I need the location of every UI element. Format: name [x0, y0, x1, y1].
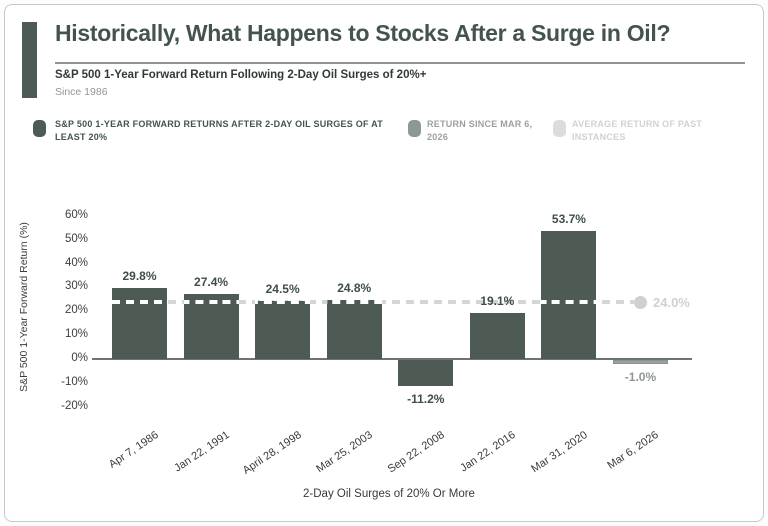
average-line-bar-overlay [541, 299, 597, 304]
chart-subtitle: S&P 500 1-Year Forward Return Following … [55, 69, 427, 81]
y-tick-label: 20% [64, 304, 88, 317]
y-tick-label: 0% [71, 352, 88, 364]
average-line-bar-overlay [183, 299, 239, 304]
bar-value-label: 53.7% [551, 211, 586, 226]
average-value-label: 24.0% [653, 295, 690, 310]
y-tick-label: 30% [64, 280, 88, 293]
bar [541, 230, 597, 359]
chart-card: Historically, What Happens to Stocks Aft… [4, 4, 764, 522]
legend-label-past-returns: S&P 500 1-YEAR FORWARD RETURNS AFTER 2-D… [55, 119, 383, 142]
bar-value-label: -11.2% [407, 392, 445, 407]
legend-swatch-average-return [553, 120, 566, 137]
average-line-bar-overlay [326, 299, 382, 304]
bar-value-label: 27.4% [194, 274, 229, 289]
y-tick-label: 60% [64, 208, 88, 221]
legend-label-average-return: AVERAGE RETURN OF PAST INSTANCES [572, 119, 703, 142]
bar [183, 293, 239, 359]
x-axis-baseline [92, 358, 692, 360]
bar [326, 299, 382, 359]
y-tick-label: 50% [64, 232, 88, 245]
y-tick-label: 10% [64, 328, 88, 341]
plot-area: S&P 500 1-Year Forward Return (%) 24.0% … [5, 5, 763, 521]
bar [398, 359, 454, 387]
average-line-bar-overlay [112, 299, 167, 304]
legend-swatch-past-returns [33, 120, 46, 137]
title-accent-bar [22, 22, 37, 98]
bar [112, 287, 167, 359]
average-line-end-marker [634, 296, 647, 309]
bar-value-label: -1.0% [624, 369, 657, 384]
bar [469, 313, 525, 359]
average-line-bar-overlay [255, 299, 311, 304]
bar [255, 300, 311, 359]
bar-value-label: 29.8% [122, 268, 157, 283]
bar [612, 359, 668, 364]
bar-value-label: 24.5% [265, 281, 300, 296]
since-label: Since 1986 [55, 86, 108, 98]
x-axis-title: 2-Day Oil Surges of 20% Or More [303, 488, 475, 500]
y-tick-label: -10% [61, 375, 88, 388]
y-tick-label: 40% [64, 256, 88, 269]
bar-value-label: 24.8% [337, 280, 372, 295]
legend-label-return-since: RETURN SINCE MAR 6, 2026 [427, 119, 533, 142]
y-tick-label: -20% [61, 399, 88, 412]
bar-value-label: 19.1% [480, 294, 515, 309]
legend-swatch-return-since [408, 120, 421, 137]
title-divider [55, 62, 745, 64]
page-title: Historically, What Happens to Stocks Aft… [55, 20, 671, 46]
